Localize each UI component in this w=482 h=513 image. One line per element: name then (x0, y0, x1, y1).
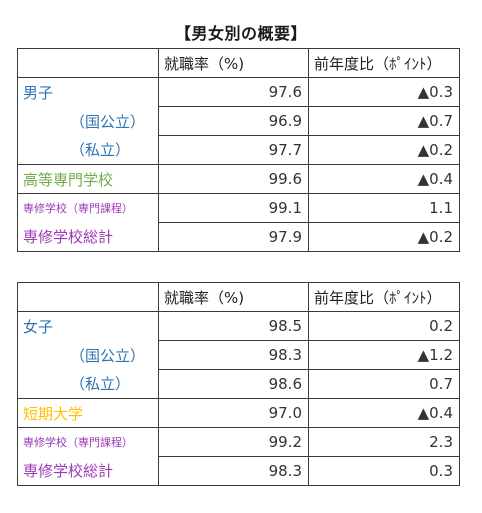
row-label: 専修学校総計 (17, 456, 159, 486)
diff-cell: 2.3 (308, 427, 460, 457)
table-row: 男子 97.6 ▲0.3 (17, 77, 460, 107)
row-label: 高等専門学校 (17, 164, 159, 194)
table-row: （私立） 97.7 ▲0.2 (17, 135, 460, 165)
diff-cell: ▲0.3 (308, 77, 460, 107)
table-row: 専修学校総計 97.9 ▲0.2 (17, 222, 460, 252)
row-label: 専修学校総計 (17, 222, 159, 252)
header-cell-blank (17, 48, 159, 78)
header-cell-yoy-change: 前年度比（ﾎﾟｲﾝﾄ） (308, 282, 460, 312)
header-cell-employment-rate: 就職率（%) (158, 48, 309, 78)
rate-cell: 98.6 (158, 369, 309, 399)
diff-cell: ▲0.7 (308, 106, 460, 136)
rate-cell: 98.3 (158, 456, 309, 486)
table-row: 女子 98.5 0.2 (17, 311, 460, 341)
row-label: （国公立） (17, 106, 159, 136)
header-cell-blank (17, 282, 159, 312)
page-title: 【男女別の概要】 (174, 24, 307, 43)
rate-cell: 97.7 (158, 135, 309, 165)
diff-cell: ▲1.2 (308, 340, 460, 370)
header-cell-yoy-change: 前年度比（ﾎﾟｲﾝﾄ） (308, 48, 460, 78)
table-header-row: 就職率（%) 前年度比（ﾎﾟｲﾝﾄ） (17, 282, 460, 312)
table-row: 高等専門学校 99.6 ▲0.4 (17, 164, 460, 194)
diff-cell: ▲0.4 (308, 398, 460, 428)
table-row: 専修学校（専門課程） 99.2 2.3 (17, 427, 460, 457)
table-row: （国公立） 98.3 ▲1.2 (17, 340, 460, 370)
rate-cell: 99.1 (158, 193, 309, 223)
rate-cell: 99.6 (158, 164, 309, 194)
table-row: （国公立） 96.9 ▲0.7 (17, 106, 460, 136)
row-label: 短期大学 (17, 398, 159, 428)
diff-cell: ▲0.2 (308, 135, 460, 165)
diff-cell: 1.1 (308, 193, 460, 223)
table-row: （私立） 98.6 0.7 (17, 369, 460, 399)
diff-cell: ▲0.2 (308, 222, 460, 252)
male-summary-table: 就職率（%) 前年度比（ﾎﾟｲﾝﾄ） 男子 97.6 ▲0.3 （国公立） 96… (17, 48, 460, 252)
row-label: 専修学校（専門課程） (17, 193, 159, 223)
row-label: 女子 (17, 311, 159, 341)
row-label: 専修学校（専門課程） (17, 427, 159, 457)
header-cell-employment-rate: 就職率（%) (158, 282, 309, 312)
row-label: 男子 (17, 77, 159, 107)
row-label: （私立） (17, 369, 159, 399)
row-label: （私立） (17, 135, 159, 165)
rate-cell: 99.2 (158, 427, 309, 457)
diff-cell: 0.2 (308, 311, 460, 341)
table-row: 専修学校総計 98.3 0.3 (17, 456, 460, 486)
female-summary-table: 就職率（%) 前年度比（ﾎﾟｲﾝﾄ） 女子 98.5 0.2 （国公立） 98.… (17, 282, 460, 486)
rate-cell: 98.3 (158, 340, 309, 370)
table-header-row: 就職率（%) 前年度比（ﾎﾟｲﾝﾄ） (17, 48, 460, 78)
table-row: 短期大学 97.0 ▲0.4 (17, 398, 460, 428)
diff-cell: 0.3 (308, 456, 460, 486)
diff-cell: 0.7 (308, 369, 460, 399)
rate-cell: 96.9 (158, 106, 309, 136)
rate-cell: 98.5 (158, 311, 309, 341)
rate-cell: 97.6 (158, 77, 309, 107)
rate-cell: 97.0 (158, 398, 309, 428)
rate-cell: 97.9 (158, 222, 309, 252)
row-label: （国公立） (17, 340, 159, 370)
diff-cell: ▲0.4 (308, 164, 460, 194)
table-row: 専修学校（専門課程） 99.1 1.1 (17, 193, 460, 223)
